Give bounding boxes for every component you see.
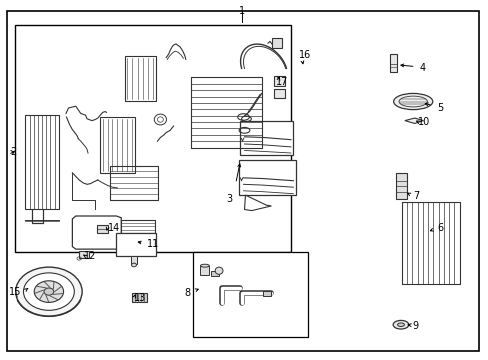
Bar — [389, 54, 396, 72]
Bar — [263, 291, 270, 296]
Bar — [121, 220, 154, 233]
Bar — [211, 271, 218, 276]
Circle shape — [23, 273, 74, 310]
Circle shape — [34, 281, 63, 302]
Text: 8: 8 — [184, 288, 190, 298]
Bar — [271, 38, 281, 48]
Bar — [79, 251, 89, 258]
Text: 1: 1 — [239, 6, 244, 17]
Bar — [401, 202, 459, 284]
Bar — [110, 166, 158, 200]
Text: 12: 12 — [84, 251, 96, 261]
Bar — [97, 225, 107, 233]
Ellipse shape — [200, 264, 209, 267]
Text: 9: 9 — [411, 321, 418, 331]
Bar — [124, 56, 156, 101]
Text: 16: 16 — [299, 50, 311, 60]
Bar — [273, 76, 284, 86]
Bar — [131, 256, 137, 264]
Bar — [132, 293, 146, 302]
Text: 17: 17 — [276, 77, 288, 87]
Bar — [15, 25, 290, 252]
Text: 7: 7 — [412, 191, 419, 201]
Bar — [193, 252, 307, 337]
Ellipse shape — [215, 267, 223, 274]
Text: 15: 15 — [9, 287, 21, 297]
Bar — [190, 77, 261, 148]
Ellipse shape — [392, 320, 408, 329]
Ellipse shape — [131, 263, 136, 267]
Text: 3: 3 — [226, 194, 232, 204]
Ellipse shape — [393, 93, 432, 109]
Circle shape — [44, 288, 54, 295]
Bar — [273, 89, 284, 98]
Text: 11: 11 — [146, 239, 159, 249]
Text: 14: 14 — [107, 222, 120, 233]
Bar — [200, 266, 209, 275]
Ellipse shape — [397, 323, 404, 327]
Bar — [100, 117, 135, 173]
Bar — [238, 160, 296, 195]
Text: 5: 5 — [437, 103, 443, 113]
Bar — [395, 173, 406, 199]
Bar — [239, 121, 293, 155]
Text: 10: 10 — [417, 117, 429, 127]
Text: 6: 6 — [437, 222, 443, 233]
Circle shape — [16, 267, 82, 316]
Text: 2: 2 — [10, 147, 16, 157]
Polygon shape — [404, 118, 423, 123]
Text: 13: 13 — [133, 293, 145, 303]
Bar — [25, 115, 59, 209]
Text: 4: 4 — [418, 63, 425, 73]
Bar — [116, 233, 155, 256]
